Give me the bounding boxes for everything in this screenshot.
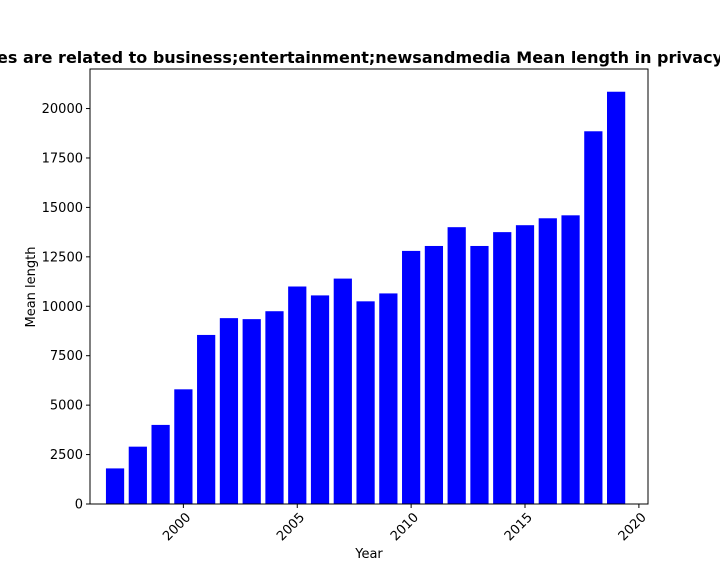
y-tick-label: 15000 bbox=[42, 201, 83, 216]
chart-title: es are related to business;entertainment… bbox=[0, 48, 720, 67]
bar-1999 bbox=[151, 424, 170, 504]
bar-1997 bbox=[105, 468, 125, 504]
bar-2004 bbox=[265, 311, 284, 504]
y-tick-label: 7500 bbox=[50, 349, 83, 364]
bar-2017 bbox=[561, 215, 580, 504]
plot-frame bbox=[89, 68, 649, 505]
x-axis-label: Year bbox=[354, 547, 383, 562]
x-tick-label: 2015 bbox=[502, 510, 536, 544]
bar-2007 bbox=[333, 278, 352, 504]
y-tick-label: 5000 bbox=[50, 399, 83, 414]
y-axis: 0 2500 5000 7500 10000 12500 15000 17500 20000 bbox=[42, 102, 90, 513]
bar-2003 bbox=[242, 319, 261, 505]
bar-2014 bbox=[493, 232, 512, 505]
y-axis-label: Mean length bbox=[24, 247, 39, 328]
x-tick-label: 2020 bbox=[616, 510, 650, 544]
bar-2018 bbox=[584, 131, 603, 504]
bar-2001 bbox=[197, 334, 216, 504]
y-tick-label: 10000 bbox=[42, 300, 83, 315]
bar-2008 bbox=[356, 301, 375, 504]
y-tick-label: 12500 bbox=[42, 250, 83, 265]
y-tick-label: 20000 bbox=[42, 102, 83, 117]
x-tick-label: 2005 bbox=[274, 510, 308, 544]
bar-2006 bbox=[310, 295, 330, 504]
bar-2005 bbox=[288, 286, 307, 504]
y-tick-label: 2500 bbox=[50, 448, 83, 463]
bar-2016 bbox=[538, 218, 557, 504]
bar-2011 bbox=[424, 245, 444, 504]
bar-2013 bbox=[470, 245, 489, 504]
x-axis: 2000 2005 2010 2015 2020 bbox=[160, 504, 650, 544]
bar-2012 bbox=[447, 227, 466, 504]
bars-group bbox=[105, 91, 626, 505]
bar-2009 bbox=[379, 293, 398, 504]
y-tick-label: 17500 bbox=[42, 151, 83, 166]
bar-2010 bbox=[402, 250, 421, 504]
bar-2002 bbox=[219, 318, 239, 504]
bar-2000 bbox=[174, 389, 193, 504]
y-tick-label: 0 bbox=[75, 498, 83, 513]
bar-2019 bbox=[607, 91, 626, 505]
bar-1998 bbox=[128, 446, 147, 504]
x-tick-label: 2010 bbox=[388, 510, 422, 544]
bar-2015 bbox=[515, 225, 535, 504]
x-tick-label: 2000 bbox=[160, 510, 194, 544]
